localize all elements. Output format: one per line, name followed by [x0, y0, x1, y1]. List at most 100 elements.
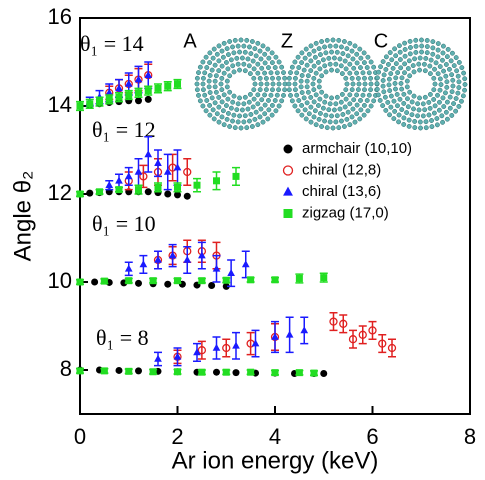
marker	[135, 186, 142, 194]
atom	[276, 81, 282, 87]
atom	[228, 105, 234, 111]
atom	[427, 105, 433, 111]
atom	[398, 80, 404, 86]
atom	[341, 39, 347, 44]
atom	[263, 87, 269, 93]
marker	[135, 279, 142, 287]
atom	[221, 92, 227, 98]
atom	[459, 65, 465, 71]
atom	[456, 79, 462, 85]
atom	[450, 77, 456, 83]
atom	[253, 53, 259, 59]
atom	[398, 65, 404, 71]
atom	[237, 95, 242, 101]
tube-hole	[232, 75, 250, 93]
atom	[339, 118, 344, 124]
atom	[228, 57, 234, 63]
atom	[382, 94, 388, 100]
atom	[426, 112, 432, 118]
marker	[222, 282, 230, 290]
atom	[270, 87, 275, 93]
atom	[317, 52, 323, 58]
atom	[361, 60, 367, 66]
atom	[207, 90, 213, 95]
atom	[362, 87, 367, 93]
atom	[279, 98, 285, 104]
atom	[354, 92, 360, 98]
atom	[405, 96, 410, 102]
atom	[386, 76, 392, 82]
atom	[331, 55, 337, 61]
atom	[344, 46, 350, 52]
atom	[380, 78, 386, 83]
marker	[174, 191, 181, 199]
marker	[251, 339, 260, 347]
atom	[206, 84, 212, 90]
atom	[345, 109, 351, 115]
atom	[279, 64, 285, 70]
atom	[225, 96, 231, 102]
marker	[310, 369, 318, 377]
atom	[202, 70, 208, 76]
marker	[154, 189, 162, 197]
atom	[194, 75, 200, 81]
nanotube-image	[194, 37, 288, 131]
atom	[389, 57, 395, 63]
atom	[449, 113, 455, 118]
atom	[247, 44, 252, 50]
atom	[329, 113, 335, 119]
atom	[349, 75, 355, 81]
atom	[308, 58, 314, 64]
atom	[322, 118, 327, 124]
marker	[105, 88, 114, 96]
atom	[393, 53, 399, 59]
marker	[174, 80, 181, 88]
atom	[419, 43, 425, 49]
atom	[326, 55, 332, 61]
atom	[282, 75, 288, 81]
atom	[361, 102, 367, 108]
atom	[304, 78, 310, 84]
marker	[285, 330, 294, 338]
atom	[216, 58, 222, 64]
atom	[351, 65, 357, 71]
atom	[419, 37, 424, 43]
atom	[327, 61, 333, 67]
atom	[310, 81, 316, 87]
atom	[257, 114, 263, 120]
atom	[437, 87, 443, 93]
atom	[431, 87, 437, 93]
atom	[235, 119, 241, 125]
annotation: θ₁ = 10	[92, 211, 156, 236]
marker	[193, 181, 201, 189]
legend-marker	[283, 144, 293, 154]
atom	[462, 76, 468, 82]
marker	[76, 278, 84, 286]
marker	[125, 277, 133, 285]
atom	[358, 65, 363, 71]
atom	[437, 76, 443, 82]
atom	[456, 85, 462, 90]
atom	[350, 106, 356, 112]
atom	[316, 46, 322, 52]
marker	[105, 181, 114, 188]
atom	[336, 125, 342, 131]
marker	[271, 276, 279, 284]
y-tick-label: 10	[48, 268, 72, 293]
nanotube-image	[374, 37, 468, 131]
atom	[437, 99, 442, 105]
atom	[447, 94, 453, 100]
marker	[139, 172, 148, 181]
marker	[96, 98, 103, 106]
atom	[230, 118, 235, 124]
atom	[460, 93, 466, 99]
atom	[324, 125, 330, 131]
annotation: θ₁ = 8	[96, 325, 149, 350]
atom	[344, 116, 350, 122]
atom	[432, 103, 438, 109]
inset-label: A	[183, 30, 197, 52]
atom	[327, 119, 333, 125]
atom	[302, 107, 308, 113]
y-tick-label: 16	[48, 4, 72, 29]
atom	[368, 103, 374, 109]
